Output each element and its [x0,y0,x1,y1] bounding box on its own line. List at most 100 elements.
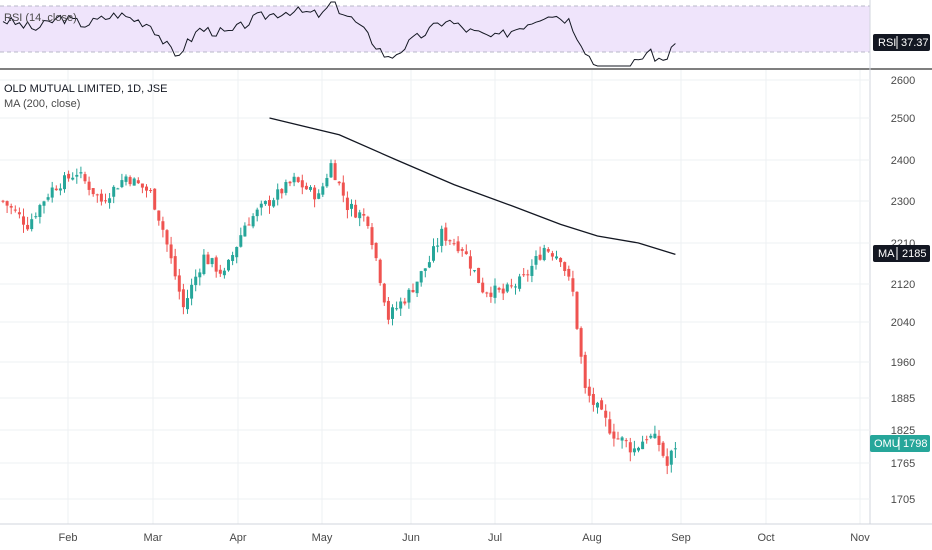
candle-body [243,225,247,237]
candle-body [436,245,440,247]
candle-body [317,193,321,199]
candle-body [333,163,337,181]
candle-body [210,258,214,265]
candle-body [190,284,194,299]
candle-body [341,182,345,196]
price-tick-label: 2040 [891,317,915,329]
candle-body [616,438,620,440]
candle-body [407,289,411,303]
candle-body [477,267,481,283]
candle-body [604,410,608,418]
time-tick-label: Jul [488,532,502,544]
candle-body [395,308,399,310]
rsi-label: RSI (14, close) [4,12,77,24]
rsi-value-badge: RSI 37.37 [873,34,930,51]
candle-body [255,209,259,217]
candle-body [149,190,153,192]
candle-body [280,188,284,194]
candle-body [104,200,107,202]
candle-body [473,270,476,272]
candle-body [530,265,534,276]
candle-body [612,431,616,439]
price-value-badge: OMU 1798 [870,435,930,452]
candle-body [657,435,661,445]
candle-body [427,262,431,268]
candle-body [628,442,632,453]
price-badge-label: OMU [874,438,900,450]
time-tick-label: Aug [582,532,602,544]
candle-body [378,259,382,283]
candle-body [71,177,75,180]
rsi-badge-bg [873,34,930,51]
candle-body [5,201,9,206]
candle-body [538,254,542,260]
candle-body [399,301,403,309]
candle-body [276,189,280,200]
price-tick-label: 1885 [891,393,915,405]
price-tick-label: 1765 [891,458,915,470]
candle-body [145,186,148,191]
candle-body [259,203,263,208]
candle-body [173,256,177,277]
ma-value-badge: MA 2185 [873,245,930,262]
candle-body [550,253,554,257]
candle-body [313,187,317,200]
candle-body [432,246,435,261]
ma-badge-bg [873,245,930,262]
candle-body [206,254,210,265]
candle-body [1,200,5,202]
candle-body [272,200,276,207]
candle-body [522,274,526,276]
candle-body [411,289,415,293]
candle-body [112,186,116,197]
ma-badge-label: MA [878,248,895,260]
candle-body [587,386,591,396]
price-tick-label: 2120 [891,279,915,291]
candle-body [460,249,464,251]
candle-body [140,183,144,188]
candle-body [34,216,38,218]
candle-body [497,287,501,290]
candle-body [165,230,169,245]
candle-body [591,393,595,405]
candle-body [22,216,25,225]
candle-body [63,175,66,190]
candle-body [222,270,226,276]
time-tick-label: Sep [671,532,691,544]
candle-body [534,256,538,265]
candle-body [108,198,112,203]
candle-body [99,193,103,202]
candle-body [386,300,390,320]
time-axis[interactable]: Feb Mar Apr May Jun Jul Aug Sep Oct Nov [59,532,871,544]
rsi-badge-value: 37.37 [901,37,929,49]
candle-body [485,292,489,294]
candle-body [284,182,288,193]
candle-body [448,240,452,242]
candle-body [9,206,13,208]
candle-body [202,254,206,274]
candle-body [423,268,427,271]
candle-body [227,259,230,271]
candle-body [87,181,91,190]
candle-body [50,187,54,198]
candle-body [370,227,374,246]
rsi-badge-label: RSI [878,37,896,49]
candle-body [440,228,444,246]
candle-body [374,242,378,259]
candle-body [157,210,161,221]
time-tick-label: Feb [59,532,78,544]
candle-body [329,163,333,178]
candle-body [452,243,456,245]
rsi-line [2,1,676,67]
candle-body [579,328,583,357]
candle-body [354,204,358,218]
price-badge-bg [870,435,930,452]
candle-body [468,256,472,269]
candle-body [79,172,83,174]
candle-body [665,456,669,466]
ma-indicator-label[interactable]: MA (200, close) [4,98,80,110]
candle-body [637,447,640,451]
price-tick-label: 1825 [891,425,915,437]
time-tick-label: Nov [850,532,870,544]
